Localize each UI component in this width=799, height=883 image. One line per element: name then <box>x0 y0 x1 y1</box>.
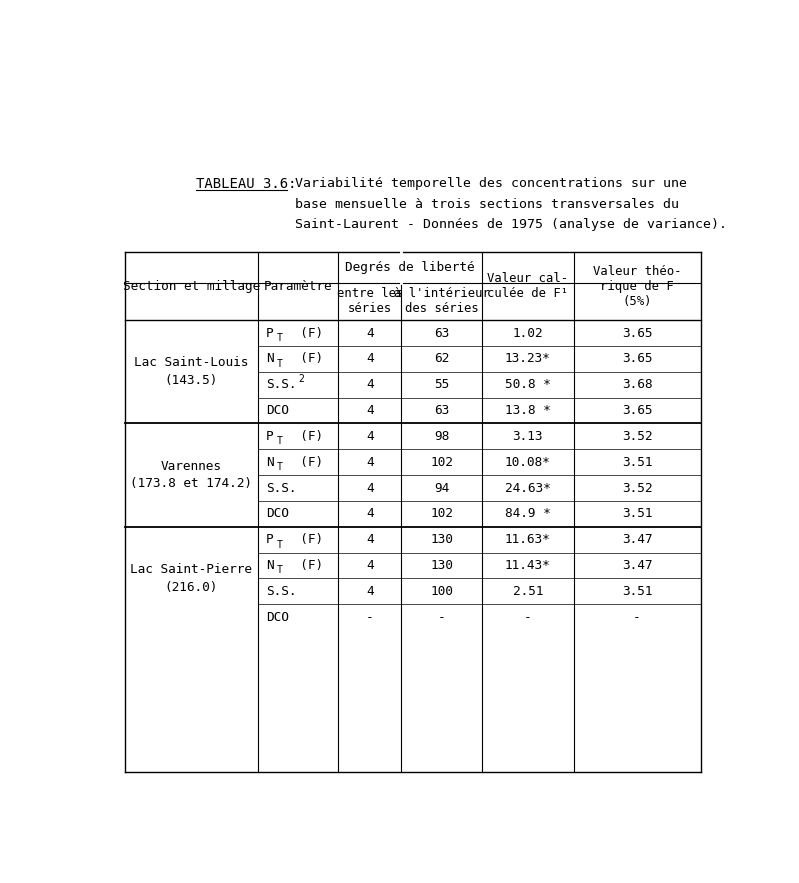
Text: P: P <box>266 327 273 340</box>
Text: 98: 98 <box>434 430 449 443</box>
Text: 3.52: 3.52 <box>622 481 652 494</box>
Text: (F): (F) <box>285 327 323 340</box>
Text: 1.02: 1.02 <box>512 327 543 340</box>
Text: 2.51: 2.51 <box>512 585 543 598</box>
Text: (F): (F) <box>285 456 323 469</box>
Text: TABLEAU 3.6:: TABLEAU 3.6: <box>196 177 296 192</box>
Text: S.S.: S.S. <box>266 378 296 391</box>
Text: 102: 102 <box>430 508 453 520</box>
Text: DCO: DCO <box>266 404 288 417</box>
Text: 3.47: 3.47 <box>622 559 652 572</box>
Text: 3.47: 3.47 <box>622 533 652 547</box>
Text: N: N <box>266 559 273 572</box>
Text: 62: 62 <box>434 352 449 366</box>
Text: 63: 63 <box>434 404 449 417</box>
Text: N: N <box>266 456 273 469</box>
Text: (F): (F) <box>285 352 323 366</box>
Text: Section et millage: Section et millage <box>122 280 260 292</box>
Text: 4: 4 <box>366 481 374 494</box>
Text: 4: 4 <box>366 430 374 443</box>
Text: T: T <box>276 333 282 343</box>
Text: 94: 94 <box>434 481 449 494</box>
Text: 84.9 *: 84.9 * <box>505 508 551 520</box>
Text: S.S.: S.S. <box>266 585 296 598</box>
Text: 130: 130 <box>430 559 453 572</box>
Text: Lac Saint-Pierre: Lac Saint-Pierre <box>130 563 252 577</box>
Text: 10.08*: 10.08* <box>505 456 551 469</box>
Text: Varennes: Varennes <box>161 460 221 472</box>
Text: 100: 100 <box>430 585 453 598</box>
Text: Valeur cal-
culée de F¹: Valeur cal- culée de F¹ <box>487 272 568 300</box>
Text: (F): (F) <box>285 533 323 547</box>
Text: Lac Saint-Louis: Lac Saint-Louis <box>134 357 248 369</box>
Text: (216.0): (216.0) <box>165 581 218 594</box>
Text: (143.5): (143.5) <box>165 374 218 387</box>
Text: 3.51: 3.51 <box>622 456 652 469</box>
Text: 130: 130 <box>430 533 453 547</box>
Text: 4: 4 <box>366 404 374 417</box>
Text: T: T <box>276 358 282 368</box>
Text: 50.8 *: 50.8 * <box>505 378 551 391</box>
Text: 3.51: 3.51 <box>622 508 652 520</box>
Text: T: T <box>276 540 282 549</box>
Text: 4: 4 <box>366 533 374 547</box>
Text: (173.8 et 174.2): (173.8 et 174.2) <box>130 478 252 490</box>
Text: N: N <box>266 352 273 366</box>
Text: 3.52: 3.52 <box>622 430 652 443</box>
Text: -: - <box>366 611 374 623</box>
Text: 24.63*: 24.63* <box>505 481 551 494</box>
Text: 102: 102 <box>430 456 453 469</box>
Text: 4: 4 <box>366 508 374 520</box>
Text: P: P <box>266 533 273 547</box>
Text: 4: 4 <box>366 559 374 572</box>
Text: 55: 55 <box>434 378 449 391</box>
Text: T: T <box>276 565 282 576</box>
Text: -: - <box>634 611 641 623</box>
Text: 63: 63 <box>434 327 449 340</box>
Text: 3.51: 3.51 <box>622 585 652 598</box>
Text: 4: 4 <box>366 585 374 598</box>
Text: -: - <box>524 611 531 623</box>
Text: (F): (F) <box>285 430 323 443</box>
Text: 13.23*: 13.23* <box>505 352 551 366</box>
Text: 4: 4 <box>366 327 374 340</box>
Text: base mensuelle à trois sections transversales du: base mensuelle à trois sections transver… <box>295 198 679 211</box>
Text: T: T <box>276 436 282 446</box>
Text: DCO: DCO <box>266 611 288 623</box>
Text: T: T <box>276 462 282 472</box>
Text: 3.65: 3.65 <box>622 327 652 340</box>
Text: 3.13: 3.13 <box>512 430 543 443</box>
Text: P: P <box>266 430 273 443</box>
Text: S.S.: S.S. <box>266 481 296 494</box>
Text: Paramètre: Paramètre <box>264 280 332 292</box>
Text: 13.8 *: 13.8 * <box>505 404 551 417</box>
Text: 11.43*: 11.43* <box>505 559 551 572</box>
Text: 3.65: 3.65 <box>622 352 652 366</box>
Text: 2: 2 <box>298 374 304 383</box>
Text: DCO: DCO <box>266 508 288 520</box>
Text: 4: 4 <box>366 352 374 366</box>
Text: Saint-Laurent - Données de 1975 (analyse de variance).: Saint-Laurent - Données de 1975 (analyse… <box>295 218 727 231</box>
Text: à l'intérieur
des séries: à l'intérieur des séries <box>394 288 490 315</box>
Text: entre les
séries: entre les séries <box>336 288 403 315</box>
Text: 4: 4 <box>366 378 374 391</box>
Text: 3.68: 3.68 <box>622 378 652 391</box>
Text: 3.65: 3.65 <box>622 404 652 417</box>
Text: (F): (F) <box>285 559 323 572</box>
Text: -: - <box>438 611 446 623</box>
Text: Valeur théo-
rique de F
(5%): Valeur théo- rique de F (5%) <box>593 265 682 307</box>
Text: 11.63*: 11.63* <box>505 533 551 547</box>
Text: Variabilité temporelle des concentrations sur une: Variabilité temporelle des concentration… <box>295 177 687 191</box>
Text: Degrés de liberté: Degrés de liberté <box>345 261 475 274</box>
Text: 4: 4 <box>366 456 374 469</box>
